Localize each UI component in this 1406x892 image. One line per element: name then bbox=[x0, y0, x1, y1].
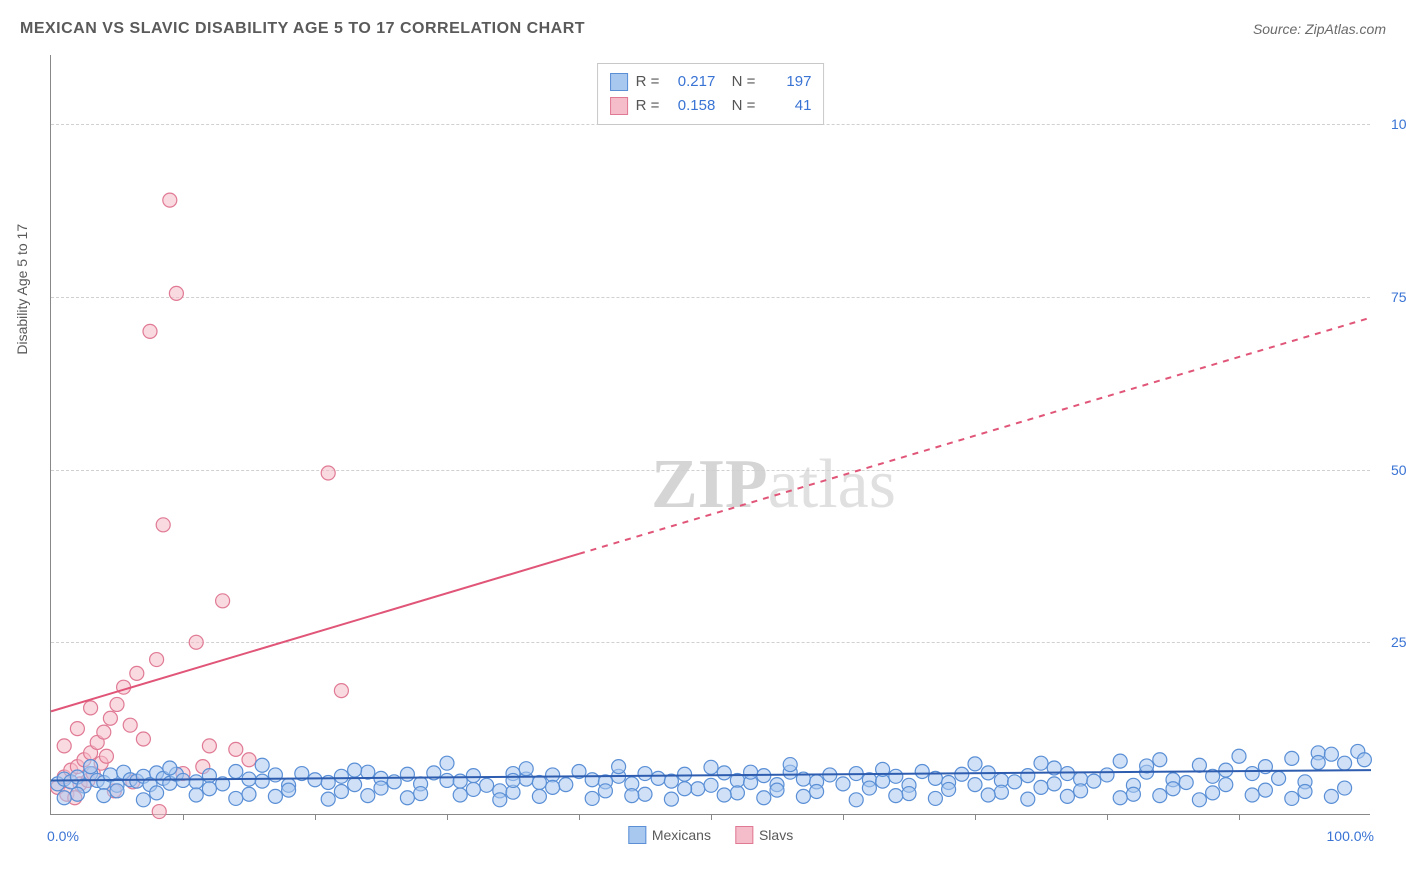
y-tick-label: 25.0% bbox=[1375, 634, 1406, 650]
x-max-label: 100.0% bbox=[1327, 828, 1374, 844]
y-tick-label: 100.0% bbox=[1375, 116, 1406, 132]
swatch-icon bbox=[610, 73, 628, 91]
chart-header: MEXICAN VS SLAVIC DISABILITY AGE 5 TO 17… bbox=[20, 20, 1386, 38]
legend-item-slavs: Slavs bbox=[735, 826, 793, 844]
legend-row-slavs: R = 0.158 N = 41 bbox=[610, 94, 812, 118]
n-value: 197 bbox=[763, 70, 811, 94]
series-legend: Mexicans Slavs bbox=[628, 826, 793, 844]
correlation-legend: R = 0.217 N = 197 R = 0.158 N = 41 bbox=[597, 63, 825, 125]
swatch-icon bbox=[628, 826, 646, 844]
swatch-icon bbox=[735, 826, 753, 844]
r-value: 0.217 bbox=[667, 70, 715, 94]
legend-row-mexicans: R = 0.217 N = 197 bbox=[610, 70, 812, 94]
scatter-svg bbox=[51, 55, 1370, 814]
legend-item-mexicans: Mexicans bbox=[628, 826, 711, 844]
x-min-label: 0.0% bbox=[47, 828, 79, 844]
y-axis-label: Disability Age 5 to 17 bbox=[14, 224, 30, 355]
source-citation: Source: ZipAtlas.com bbox=[1253, 21, 1386, 37]
chart-title: MEXICAN VS SLAVIC DISABILITY AGE 5 TO 17… bbox=[20, 20, 585, 38]
chart-plot-area: ZIPatlas 25.0%50.0%75.0%100.0% R = 0.217… bbox=[50, 55, 1370, 815]
y-tick-label: 75.0% bbox=[1375, 289, 1406, 305]
y-tick-label: 50.0% bbox=[1375, 462, 1406, 478]
n-value: 41 bbox=[763, 94, 811, 118]
swatch-icon bbox=[610, 97, 628, 115]
r-value: 0.158 bbox=[667, 94, 715, 118]
